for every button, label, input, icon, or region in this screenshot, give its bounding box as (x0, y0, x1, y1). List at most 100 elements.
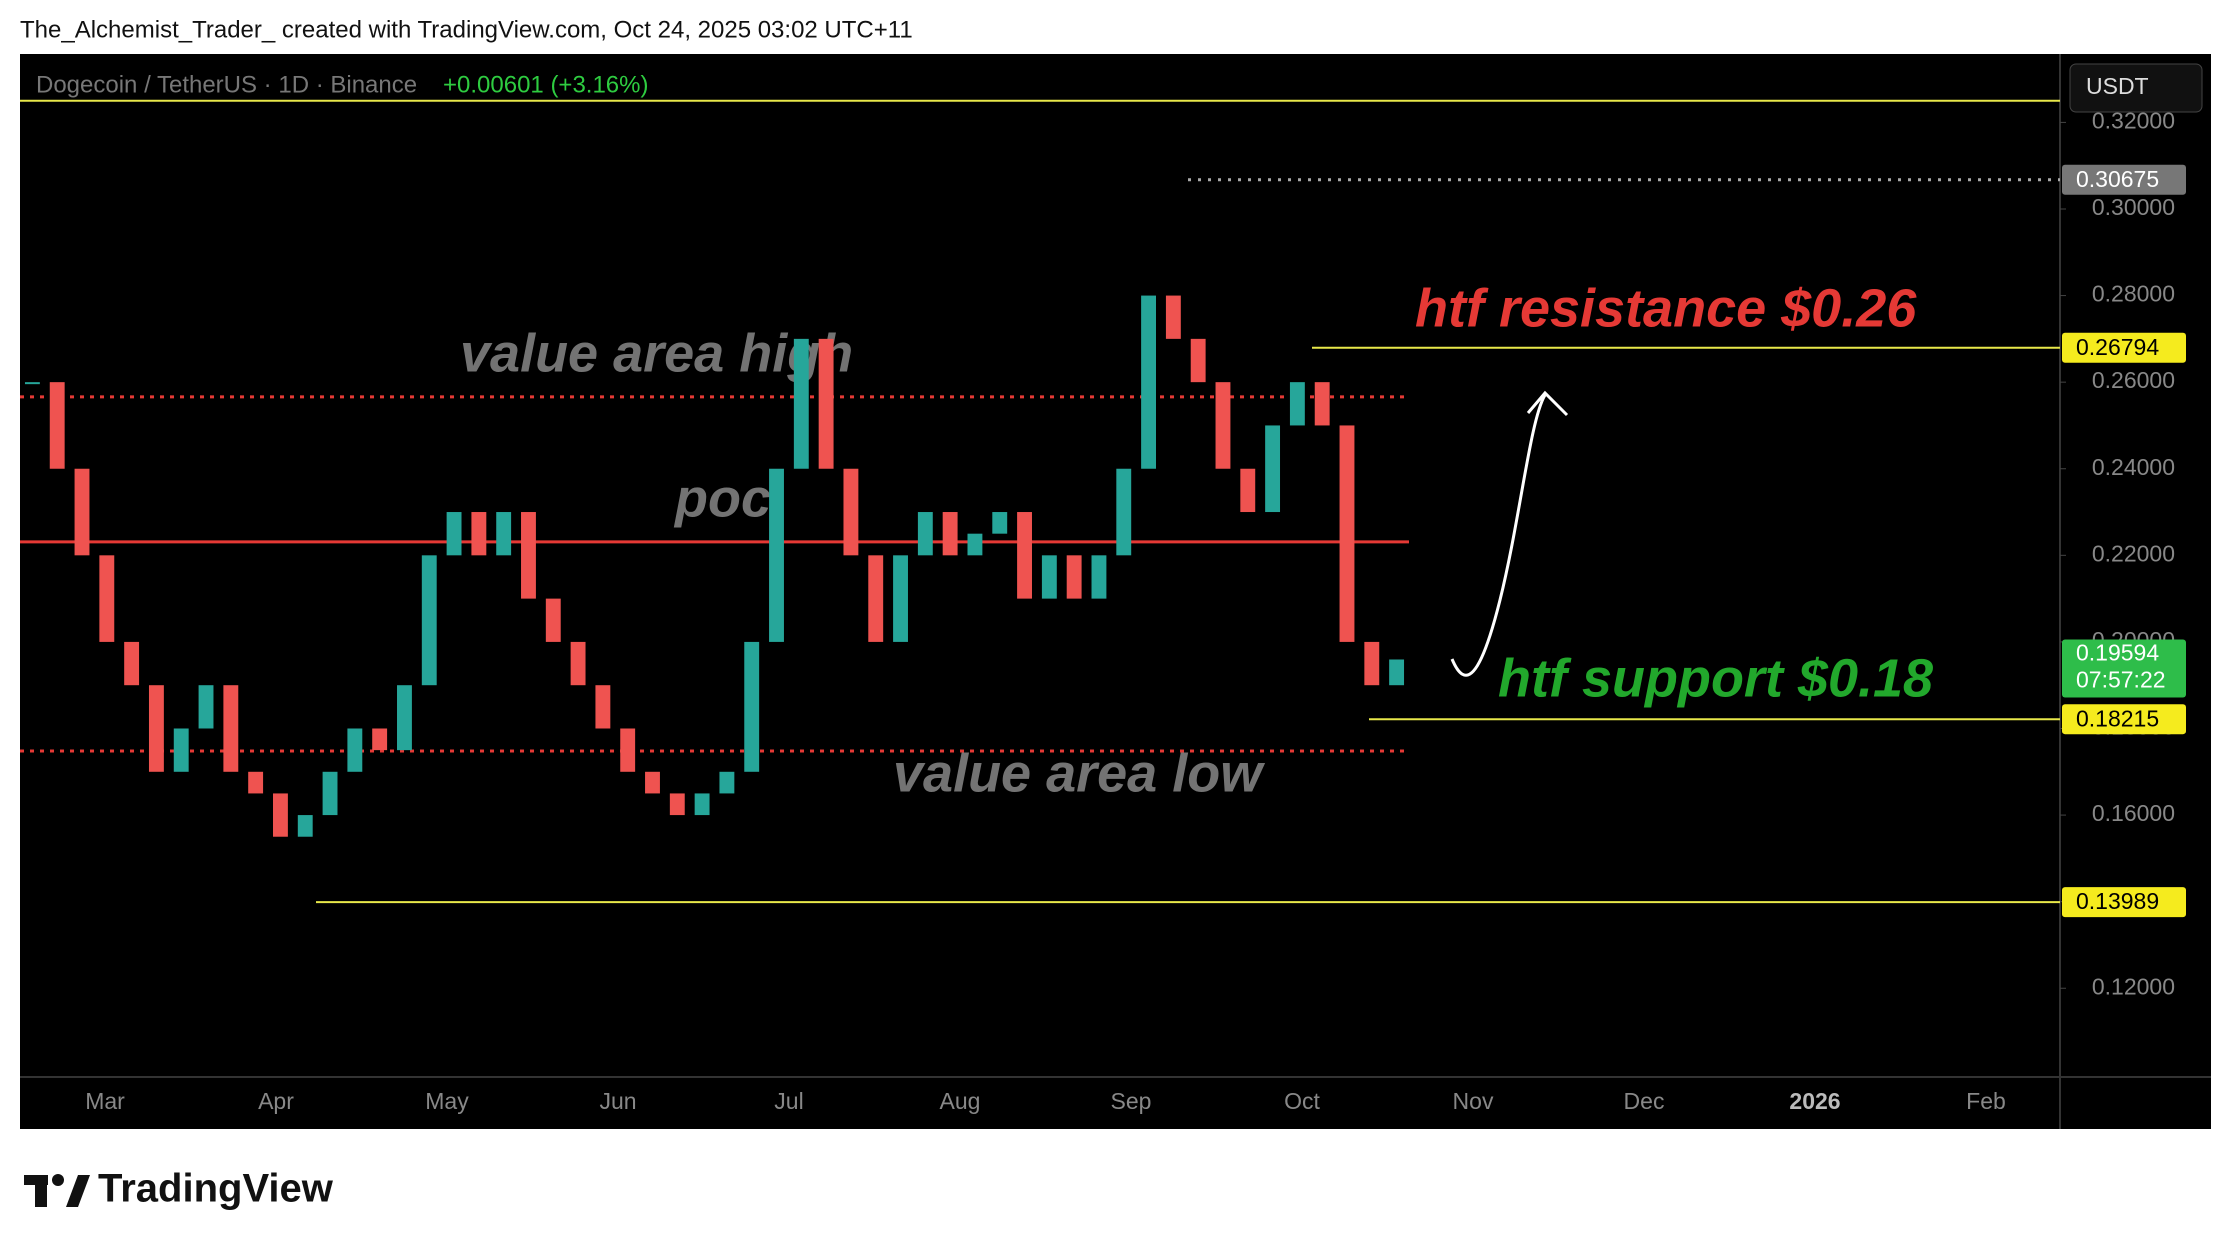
candle (1116, 468, 1132, 556)
candle (793, 338, 809, 469)
level-box (2062, 164, 2186, 195)
candle (1265, 425, 1281, 513)
annotation: htf resistance $0.26 (1415, 278, 1917, 338)
candle (992, 512, 1008, 534)
candle (1165, 295, 1181, 339)
candle (620, 728, 636, 772)
candle (272, 793, 288, 837)
candle (173, 728, 189, 772)
currency: USDT (2086, 73, 2149, 99)
zone-label: value area high (460, 323, 853, 383)
candle (645, 771, 660, 794)
candle (1091, 555, 1107, 599)
level-box (2062, 704, 2186, 735)
candle (570, 641, 586, 686)
candle (446, 512, 462, 556)
candle (669, 793, 685, 816)
candle (49, 382, 65, 469)
annotation: htf support $0.18 (1498, 648, 1933, 708)
candle (1339, 425, 1355, 642)
x-tick-label: Sep (1111, 1088, 1152, 1114)
symbol: Dogecoin / TetherUS · 1D · Binance (36, 71, 417, 98)
candle (1389, 659, 1405, 686)
candle (1141, 295, 1157, 469)
currency-box[interactable] (2069, 63, 2203, 113)
candle (471, 512, 487, 556)
candle (942, 512, 958, 556)
x-tick-label: Feb (1966, 1088, 2006, 1114)
candle (223, 685, 239, 772)
candle (545, 598, 561, 642)
candle (297, 815, 313, 837)
candle (148, 685, 164, 772)
x-tick-label: Jun (599, 1088, 636, 1114)
x-tick-label: 2026 (1789, 1088, 1840, 1114)
logo (24, 1174, 90, 1207)
zone-label: poc (673, 468, 771, 528)
zone-label: value area low (893, 743, 1265, 803)
candle (421, 555, 437, 686)
candle (322, 771, 338, 816)
price-label: 0.19594 (2076, 640, 2159, 666)
candle (744, 641, 760, 772)
x-tick-label: Nov (1453, 1088, 1494, 1114)
candle (24, 382, 40, 385)
candle (917, 512, 933, 556)
y-tick-label: 0.16000 (2092, 800, 2175, 826)
x-tick-label: Apr (258, 1088, 294, 1114)
x-tick-label: May (425, 1088, 469, 1114)
candle (1017, 512, 1032, 599)
chart-panel (20, 54, 2211, 1129)
candle (496, 512, 512, 556)
level-label: 0.13989 (2076, 888, 2159, 914)
x-tick-label: Jul (774, 1088, 803, 1114)
x-tick-label: Dec (1624, 1088, 1665, 1114)
candle (1289, 382, 1305, 426)
level-label: 0.26794 (2076, 334, 2159, 360)
candle (1240, 468, 1256, 513)
candle (397, 685, 412, 751)
level-box (2062, 332, 2186, 363)
candle (1314, 382, 1330, 426)
candle (248, 771, 264, 794)
y-tick-label: 0.22000 (2092, 540, 2175, 566)
candle (843, 468, 859, 556)
y-tick-label: 0.26000 (2092, 367, 2175, 393)
candle (868, 555, 884, 642)
candle (893, 555, 908, 642)
candle (1190, 338, 1206, 383)
candle (818, 338, 834, 469)
level-label: 0.18215 (2076, 705, 2159, 731)
brand: TradingView (98, 1167, 334, 1211)
arrow (1450, 394, 1547, 677)
candle (521, 512, 536, 599)
level-label: 0.30675 (2076, 166, 2159, 192)
x-tick-label: Aug (940, 1088, 981, 1114)
y-tick-label: 0.12000 (2092, 973, 2175, 999)
candle (1364, 641, 1380, 686)
y-tick-label: 0.28000 (2092, 281, 2175, 307)
change: +0.00601 (+3.16%) (443, 71, 649, 98)
candle (198, 685, 214, 729)
attribution: The_Alchemist_Trader_ created with Tradi… (20, 16, 913, 43)
candle (967, 533, 983, 556)
candle (1215, 382, 1231, 469)
candle (769, 468, 784, 642)
x-tick-label: Oct (1284, 1088, 1320, 1114)
level-box (2062, 887, 2186, 918)
candle (74, 468, 90, 556)
y-tick-label: 0.30000 (2092, 194, 2175, 220)
candle (719, 771, 735, 794)
candle (595, 685, 611, 729)
countdown: 07:57:22 (2076, 667, 2166, 693)
candle (372, 728, 388, 751)
candle (99, 555, 115, 642)
arrow-head (1526, 390, 1569, 417)
price-box (2062, 639, 2186, 698)
candle (1066, 555, 1082, 599)
candle (124, 641, 140, 686)
candle (1041, 555, 1057, 599)
y-tick-label: 0.24000 (2092, 454, 2175, 480)
